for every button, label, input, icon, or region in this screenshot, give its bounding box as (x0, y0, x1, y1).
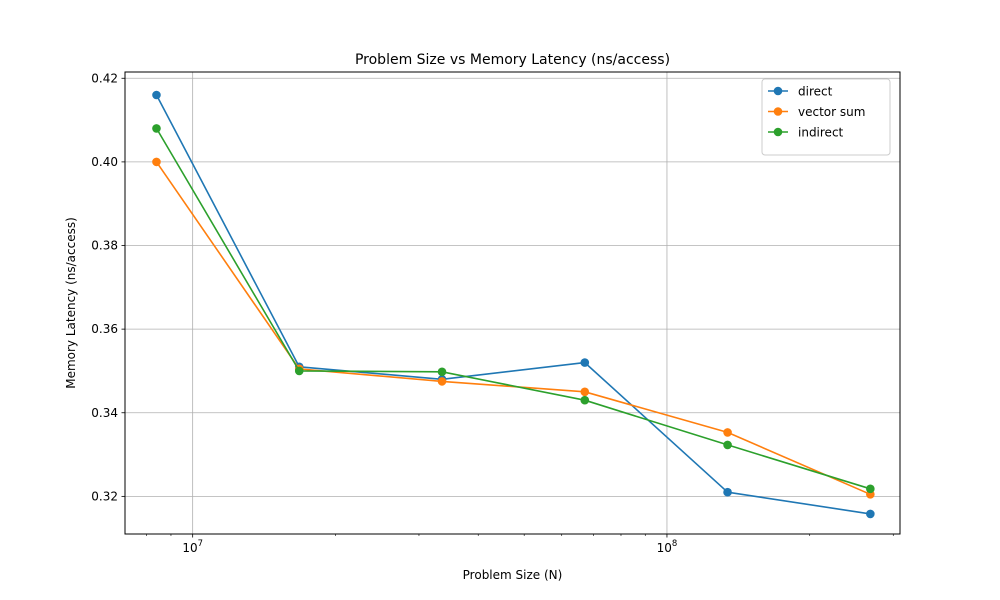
plot-area-frame (124, 71, 901, 535)
x-axis-label: Problem Size (N) (463, 568, 563, 582)
grid (125, 72, 900, 534)
data-point (866, 484, 875, 494)
data-point (580, 395, 590, 405)
data-point (152, 157, 161, 167)
series-lines (152, 90, 875, 519)
legend-item: indirect (768, 126, 844, 140)
data-point (723, 428, 732, 437)
axis-ticks: 0.32 0.34 0.36 0.38 0.40 0.42 107 108 (91, 71, 677, 555)
data-point (723, 440, 732, 450)
series-line (155, 94, 871, 515)
y-tick-label: 0.40 (91, 155, 118, 169)
legend-label: indirect (798, 126, 844, 140)
x-tick-label: 107 (182, 539, 203, 555)
legend-item: direct (768, 85, 833, 99)
y-tick-label: 0.34 (91, 406, 118, 420)
y-axis-label: Memory Latency (ns/access) (64, 217, 78, 389)
legend-box (761, 78, 891, 156)
series-line (155, 127, 871, 490)
data-point (437, 367, 447, 377)
y-tick-label: 0.36 (91, 322, 118, 336)
legend-swatch-marker (773, 127, 783, 137)
x-tick-label: 108 (657, 539, 678, 555)
data-point (580, 387, 590, 397)
series-indirect (152, 124, 875, 494)
data-point (294, 366, 304, 376)
data-point (437, 377, 447, 386)
y-tick-label: 0.42 (91, 71, 118, 85)
y-tick-label: 0.38 (91, 239, 118, 253)
chart-title: Problem Size vs Memory Latency (ns/acces… (355, 52, 670, 68)
data-point (152, 90, 161, 100)
legend-label: direct (798, 85, 833, 99)
legend: direct vector sum indirect (761, 78, 891, 156)
legend-swatch-marker (773, 107, 783, 116)
legend-swatch-marker (773, 86, 783, 96)
data-point (866, 509, 875, 519)
legend-item: vector sum (768, 105, 865, 119)
legend-label: vector sum (798, 105, 865, 119)
data-point (580, 358, 590, 367)
y-tick-label: 0.32 (91, 489, 118, 503)
data-point (723, 487, 732, 497)
data-point (152, 124, 161, 133)
